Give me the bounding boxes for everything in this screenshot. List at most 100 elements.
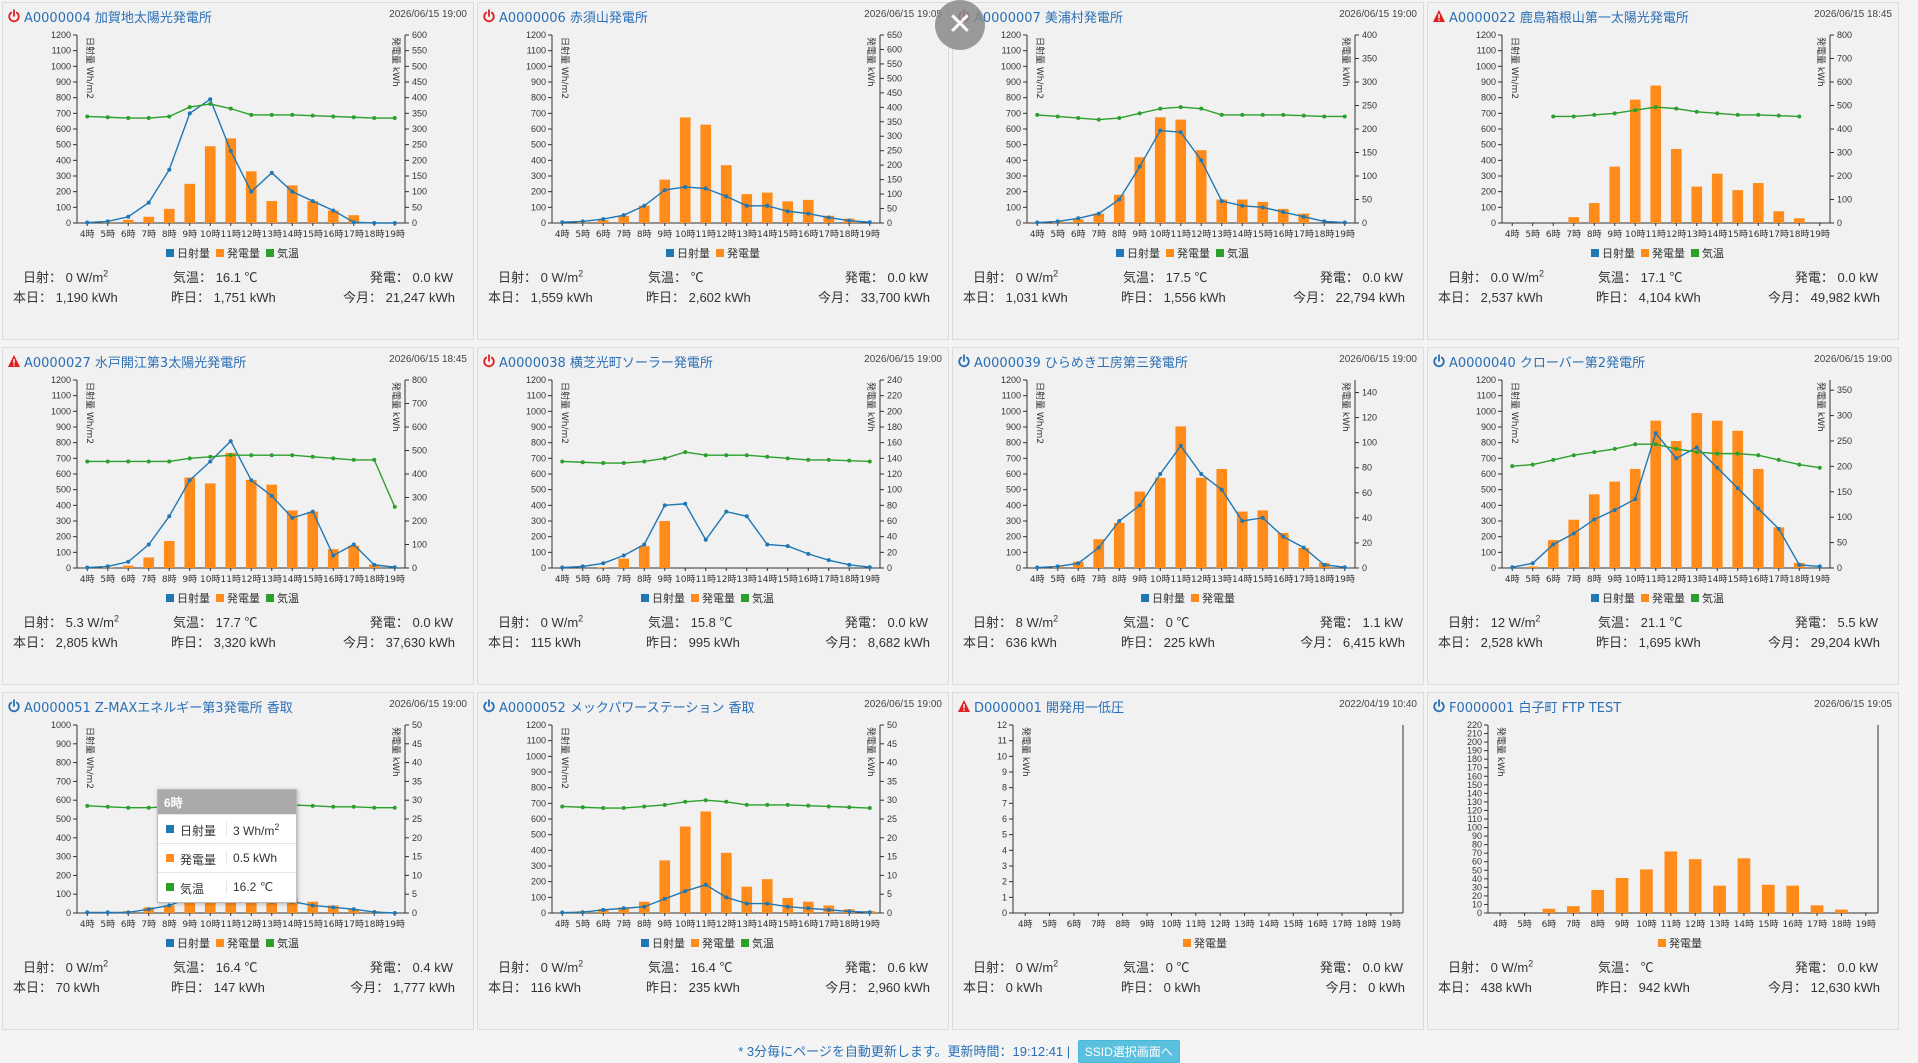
legend-swatch — [1183, 939, 1191, 947]
irradiance-point — [208, 459, 213, 464]
left-tick-label: 100 — [1006, 202, 1021, 212]
right-tick-label: 45 — [887, 739, 897, 749]
plant-name[interactable]: A0000040 クローバー第2発電所 — [1449, 355, 1646, 371]
x-tick-label: 16時 — [798, 574, 818, 585]
generation-bar — [659, 521, 671, 568]
irradiance-point — [1055, 219, 1060, 224]
plant-name[interactable]: A0000007 美浦村発電所 — [974, 10, 1123, 26]
stat-yesterday: 昨日： 0 kWh — [1121, 980, 1201, 995]
legend-swatch — [1191, 594, 1199, 602]
plant-title-link[interactable]: A0000027 水戸開江第3太陽光発電所 — [7, 352, 247, 371]
plant-title-link[interactable]: A0000006 赤須山発電所 — [482, 7, 648, 26]
irradiance-point — [621, 553, 626, 558]
plant-title-link[interactable]: D0000001 開発用一低圧 — [957, 697, 1125, 716]
stat-month: 今月： 22,794 kWh — [1293, 290, 1405, 305]
right-tick-label: 150 — [1362, 148, 1377, 158]
left-tick-label: 500 — [1481, 485, 1496, 495]
plant-name[interactable]: A0000052 メックパワーステーション 香取 — [499, 700, 755, 716]
generation-bar — [225, 138, 237, 223]
stats-row-energy: 本日： 2,528 kWh 昨日： 1,695 kWh 今月： 29,204 kWh — [1428, 632, 1898, 650]
right-tick-label: 250 — [1362, 101, 1377, 111]
temperature-point — [765, 802, 770, 807]
plant-name[interactable]: A0000027 水戸開江第3太陽光発電所 — [24, 355, 247, 371]
plant-title-link[interactable]: A0000040 クローバー第2発電所 — [1432, 352, 1646, 371]
generation-bar — [1691, 413, 1703, 568]
temperature-point — [601, 806, 606, 811]
left-tick-label: 600 — [531, 814, 546, 824]
right-tick-label: 6 — [1002, 814, 1007, 824]
plant-name[interactable]: A0000022 鹿島箱根山第一太陽光発電所 — [1449, 10, 1689, 26]
left-tick-label: 600 — [1481, 469, 1496, 479]
temperature-point — [1322, 114, 1327, 119]
plant-title-link[interactable]: A0000052 メックパワーステーション 香取 — [482, 697, 755, 716]
plant-name[interactable]: A0000038 横芝光町ソーラー発電所 — [499, 355, 713, 371]
plant-name[interactable]: A0000004 加賀地太陽光発電所 — [24, 10, 212, 26]
left-tick-label: 1200 — [51, 30, 71, 40]
right-tick-label: 10 — [1472, 899, 1482, 909]
x-tick-label: 18時 — [839, 229, 859, 240]
x-tick-label: 7時 — [1091, 229, 1106, 240]
generation-bar — [597, 567, 609, 568]
plant-name[interactable]: A0000039 ひらめき工房第三発電所 — [974, 355, 1188, 371]
right-tick-label: 100 — [1837, 512, 1852, 522]
plant-title-link[interactable]: A0000038 横芝光町ソーラー発電所 — [482, 352, 713, 371]
x-tick-label: 17時 — [819, 574, 839, 585]
left-tick-label: 400 — [56, 500, 71, 510]
left-tick-label: 1200 — [1001, 30, 1021, 40]
generation-bar — [1752, 183, 1764, 223]
right-tick-label: 200 — [1837, 461, 1852, 471]
left-tick-label: 300 — [56, 852, 71, 862]
x-tick-label: 14時 — [757, 574, 777, 585]
generation-bar — [1236, 511, 1248, 568]
temperature-point — [806, 457, 811, 462]
generation-bar — [184, 894, 196, 913]
legend-label: 発電量 — [1202, 591, 1235, 605]
warning-icon — [8, 355, 20, 367]
stat-power: 発電： 0.0 kW — [369, 615, 453, 630]
plant-name[interactable]: A0000006 赤須山発電所 — [499, 10, 648, 26]
plant-name[interactable]: F0000001 白子町 FTP TEST — [1449, 700, 1622, 716]
irradiance-point — [105, 564, 110, 569]
x-tick-label: 10時 — [1636, 919, 1656, 930]
ssid-select-button[interactable]: SSID選択画面へ — [1077, 1040, 1180, 1063]
plant-name[interactable]: D0000001 開発用一低圧 — [974, 700, 1125, 716]
plant-title-link[interactable]: A0000022 鹿島箱根山第一太陽光発電所 — [1432, 7, 1689, 26]
plant-title-link[interactable]: A0000051 Z-MAXエネルギー第3発電所 香取 — [7, 697, 293, 716]
left-tick-label: 500 — [531, 830, 546, 840]
right-tick-label: 20 — [887, 547, 897, 557]
x-tick-label: 10時 — [675, 919, 695, 930]
x-tick-label: 7時 — [141, 229, 156, 240]
left-axis-label: 日射量 Wh/m2 — [1034, 37, 1046, 99]
x-tick-label: 11時 — [1171, 229, 1191, 240]
irradiance-point — [580, 564, 585, 569]
x-tick-label: 10時 — [675, 229, 695, 240]
left-axis-label: 日射量 Wh/m2 — [559, 382, 571, 444]
irradiance-point — [601, 561, 606, 566]
x-tick-label: 18時 — [364, 574, 384, 585]
temperature-point — [621, 461, 626, 466]
temperature-point — [621, 806, 626, 811]
plant-name[interactable]: A0000051 Z-MAXエネルギー第3発電所 香取 — [24, 700, 293, 716]
irradiance-point — [331, 208, 336, 213]
stat-power: 発電： 0.0 kW — [844, 615, 928, 630]
generation-bar — [1154, 477, 1166, 568]
irradiance-point — [1076, 561, 1081, 566]
tooltip-title: 6時 — [158, 790, 296, 814]
right-tick-label: 0 — [887, 908, 892, 918]
tooltip-row-temperature: 気温 16.2 ℃ — [158, 872, 296, 901]
close-overlay-button[interactable]: ✕ — [935, 0, 985, 50]
right-tick-label: 60 — [887, 516, 897, 526]
left-tick-label: 1000 — [1001, 61, 1021, 71]
irradiance-point — [765, 542, 770, 547]
legend-label: 日射量 — [652, 936, 685, 950]
plant-title-link[interactable]: A0000004 加賀地太陽光発電所 — [7, 7, 212, 26]
right-tick-label: 160 — [1467, 771, 1482, 781]
irradiance-point — [560, 910, 565, 915]
plant-title-link[interactable]: F0000001 白子町 FTP TEST — [1432, 697, 1622, 716]
irradiance-point — [1158, 472, 1163, 476]
temperature-point — [331, 456, 336, 461]
right-tick-label: 40 — [1362, 513, 1372, 523]
left-tick-label: 100 — [1481, 202, 1496, 212]
x-tick-label: 5時 — [100, 574, 115, 585]
plant-title-link[interactable]: A0000039 ひらめき工房第三発電所 — [957, 352, 1188, 371]
